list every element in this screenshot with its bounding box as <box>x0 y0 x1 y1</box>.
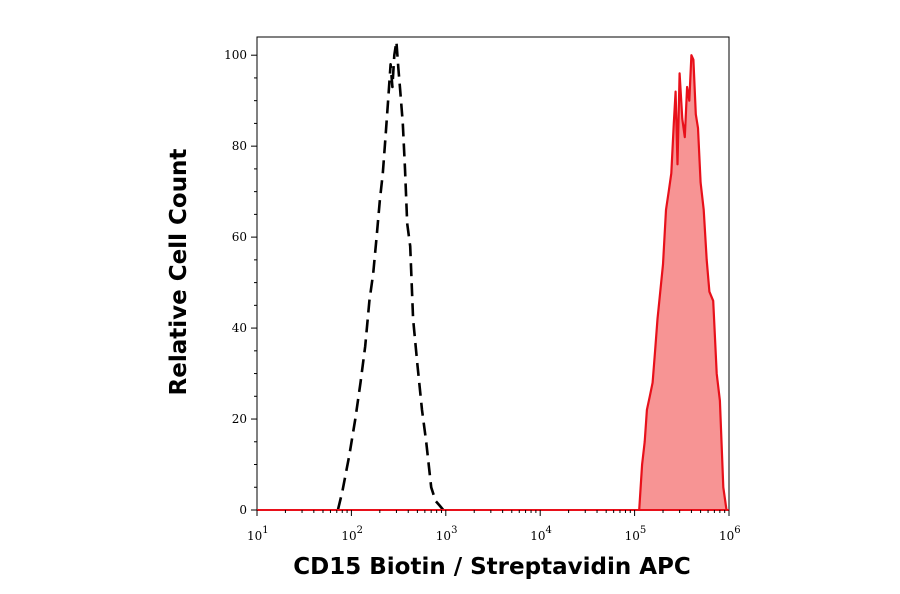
x-axis-label: CD15 Biotin / Streptavidin APC <box>293 554 691 580</box>
y-tick-label: 60 <box>232 230 247 244</box>
y-tick-label: 20 <box>232 412 247 426</box>
y-tick-label: 0 <box>239 503 247 517</box>
x-tick-label: 102 <box>341 525 363 543</box>
x-tick-label: 105 <box>625 525 647 543</box>
series-group <box>257 40 729 511</box>
series-2-line <box>638 54 728 511</box>
y-tick-label: 80 <box>232 139 247 153</box>
x-tick-label: 103 <box>436 525 458 543</box>
x-tick-label: 106 <box>719 525 741 543</box>
y-tick-label: 40 <box>232 321 247 335</box>
x-tick-label: 104 <box>530 525 552 543</box>
series-1-line <box>336 40 445 511</box>
y-tick-label: 100 <box>224 48 247 62</box>
y-axis-label: Relative Cell Count <box>166 149 192 396</box>
x-tick-label: 101 <box>247 525 269 543</box>
series-2-fill <box>639 55 727 510</box>
axes: 0 20 40 60 80 100 101 102 103 104 105 106 <box>224 48 741 543</box>
